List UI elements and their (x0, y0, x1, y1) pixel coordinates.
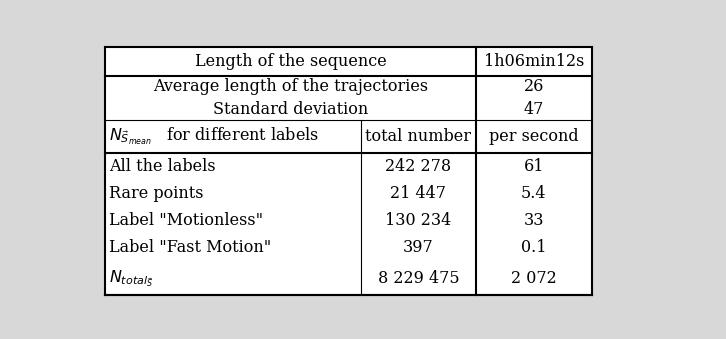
Text: $N_{\vec{S}_{mean}}$   for different labels: $N_{\vec{S}_{mean}}$ for different label… (110, 125, 319, 147)
Text: 61: 61 (523, 158, 544, 175)
Text: Label "Motionless": Label "Motionless" (110, 212, 264, 229)
Text: 33: 33 (523, 212, 544, 229)
Text: Average length of the trajectories
Standard deviation: Average length of the trajectories Stand… (153, 78, 428, 118)
Text: 242 278: 242 278 (386, 158, 452, 175)
Text: All the labels: All the labels (110, 158, 216, 175)
Text: Rare points: Rare points (110, 185, 204, 202)
Text: 130 234: 130 234 (386, 212, 452, 229)
Text: total number: total number (365, 128, 471, 145)
Text: 21 447: 21 447 (391, 185, 446, 202)
Text: 2 072: 2 072 (511, 270, 557, 287)
Text: 26
47: 26 47 (523, 78, 544, 118)
Bar (105, 47, 592, 295)
Text: 1h06min12s: 1h06min12s (484, 53, 584, 70)
Text: $N_{total_{\vec{S}}}$: $N_{total_{\vec{S}}}$ (110, 268, 154, 288)
Text: 8 229 475: 8 229 475 (378, 270, 460, 287)
Text: 397: 397 (403, 239, 434, 256)
Text: Label "Fast Motion": Label "Fast Motion" (110, 239, 272, 256)
Text: 0.1: 0.1 (521, 239, 547, 256)
Text: 5.4: 5.4 (521, 185, 547, 202)
Text: per second: per second (489, 128, 579, 145)
Text: Length of the sequence: Length of the sequence (195, 53, 386, 70)
